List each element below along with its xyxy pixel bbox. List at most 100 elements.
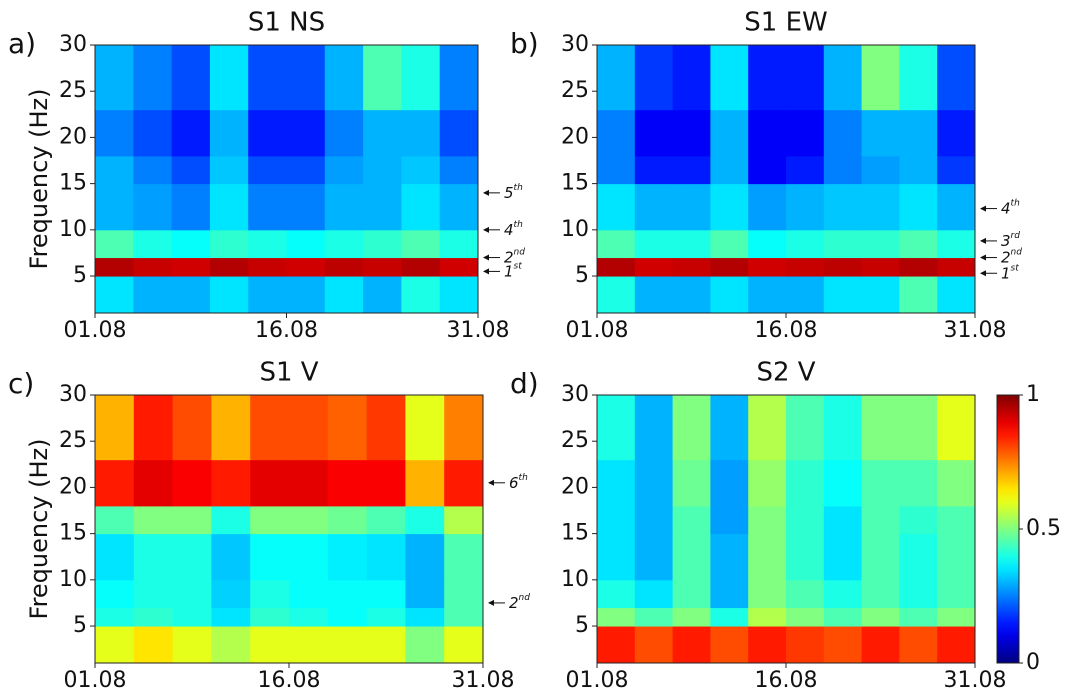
heatmap-cell bbox=[363, 257, 402, 277]
heatmap-cell bbox=[324, 276, 364, 314]
arrow-head bbox=[980, 270, 986, 277]
heatmap-cell bbox=[710, 183, 749, 231]
x-tick-label: 01.08 bbox=[64, 668, 127, 691]
heatmap-cell bbox=[289, 395, 329, 461]
heatmap-cell bbox=[363, 229, 402, 259]
heatmap-cell bbox=[289, 579, 329, 609]
heatmap-cell bbox=[327, 505, 368, 535]
heatmap-cell bbox=[861, 183, 900, 231]
heatmap-cell bbox=[634, 276, 674, 314]
heatmap-cell bbox=[405, 579, 445, 609]
y-tick-label: 20 bbox=[561, 124, 589, 149]
heatmap-cell bbox=[899, 155, 938, 185]
heatmap-cell bbox=[327, 533, 368, 581]
heatmap-cell bbox=[171, 109, 211, 157]
colorbar-tick-label: 0.5 bbox=[1026, 516, 1061, 541]
heatmap-cell bbox=[937, 459, 976, 507]
heatmap-cell bbox=[672, 505, 711, 535]
y-tick-label: 30 bbox=[59, 382, 87, 407]
heatmap-cell bbox=[95, 109, 134, 157]
heatmap-cell bbox=[405, 395, 445, 461]
heatmap-cell bbox=[597, 626, 636, 664]
annotation-superscript: nd bbox=[1011, 247, 1023, 257]
heatmap-cell bbox=[286, 276, 326, 314]
heatmap-cell bbox=[597, 257, 636, 277]
heatmap-cell bbox=[748, 459, 787, 507]
heatmap-cell bbox=[211, 459, 251, 507]
heatmap-cell bbox=[861, 45, 900, 111]
heatmap-cell bbox=[95, 607, 135, 627]
heatmap-cell bbox=[324, 229, 364, 259]
heatmap-cell bbox=[861, 579, 900, 609]
heatmap-cell bbox=[823, 229, 863, 259]
heatmap-cell bbox=[597, 183, 636, 231]
heatmap-cell bbox=[597, 505, 636, 535]
heatmap-cell bbox=[861, 505, 900, 535]
heatmap-cell bbox=[899, 533, 938, 581]
heatmap-cell bbox=[95, 579, 135, 609]
heatmap-cell bbox=[597, 459, 636, 507]
heatmap-cell bbox=[937, 183, 976, 231]
heatmap-cell bbox=[861, 155, 900, 185]
annotation-label: 1st bbox=[504, 261, 522, 280]
heatmap-cell bbox=[248, 109, 287, 157]
heatmap-cell bbox=[861, 459, 900, 507]
heatmap-cell bbox=[748, 505, 787, 535]
colorbar-tick-label: 1 bbox=[1026, 382, 1040, 407]
heatmap-cell bbox=[710, 607, 749, 627]
heatmap-cell bbox=[363, 276, 402, 314]
heatmap-cell bbox=[250, 395, 290, 461]
heatmap-cell bbox=[286, 183, 326, 231]
heatmap-cell bbox=[289, 626, 329, 664]
heatmap-cell bbox=[634, 257, 674, 277]
heatmap-cell bbox=[444, 607, 484, 627]
heatmap-cell bbox=[899, 229, 938, 259]
heatmap-cell bbox=[710, 276, 749, 314]
heatmap-cell bbox=[324, 45, 364, 111]
heatmap-cell bbox=[786, 109, 825, 157]
y-tick-label: 25 bbox=[59, 428, 87, 453]
heatmap-cell bbox=[209, 229, 249, 259]
heatmap-cell bbox=[786, 579, 825, 609]
annotation-label: 4th bbox=[1001, 198, 1020, 217]
heatmap-cell bbox=[401, 109, 441, 157]
y-tick-label: 10 bbox=[561, 217, 589, 242]
heatmap-cell bbox=[133, 626, 174, 664]
heatmap-cell bbox=[786, 626, 825, 664]
heatmap-cell bbox=[786, 505, 825, 535]
heatmap-cell bbox=[672, 276, 711, 314]
heatmap-cell bbox=[366, 395, 406, 461]
heatmap-cell bbox=[405, 505, 445, 535]
heatmap-cell bbox=[401, 276, 441, 314]
heatmap-cell bbox=[366, 607, 406, 627]
heatmap-cell bbox=[786, 533, 825, 581]
panel-label: d) bbox=[510, 367, 539, 400]
heatmap-cell bbox=[248, 276, 287, 314]
heatmap-cell bbox=[861, 533, 900, 581]
heatmap-cell bbox=[171, 229, 211, 259]
heatmap-cell bbox=[401, 45, 441, 111]
y-axis-label: Frequency (Hz) bbox=[25, 89, 53, 270]
heatmap-cell bbox=[937, 533, 976, 581]
heatmap-cell bbox=[250, 459, 290, 507]
heatmap-cell bbox=[133, 395, 174, 461]
heatmap-cell bbox=[95, 626, 135, 664]
x-tick-label: 31.08 bbox=[447, 318, 510, 343]
heatmap-cell bbox=[95, 533, 135, 581]
annotation-label: 2nd bbox=[509, 592, 530, 611]
heatmap-cell bbox=[597, 109, 636, 157]
heatmap-cell bbox=[248, 183, 287, 231]
heatmap-cell bbox=[597, 533, 636, 581]
heatmap-cell bbox=[786, 459, 825, 507]
heatmap-cell bbox=[95, 183, 134, 231]
heatmap-cell bbox=[672, 459, 711, 507]
annotation-superscript: st bbox=[514, 261, 523, 271]
heatmap-cell bbox=[95, 459, 135, 507]
heatmap-cell bbox=[405, 459, 445, 507]
heatmap-cell bbox=[171, 257, 211, 277]
heatmap-cell bbox=[823, 533, 863, 581]
arrow-head bbox=[483, 268, 489, 275]
heatmap-cell bbox=[937, 155, 976, 185]
annotation-superscript: nd bbox=[519, 592, 531, 602]
